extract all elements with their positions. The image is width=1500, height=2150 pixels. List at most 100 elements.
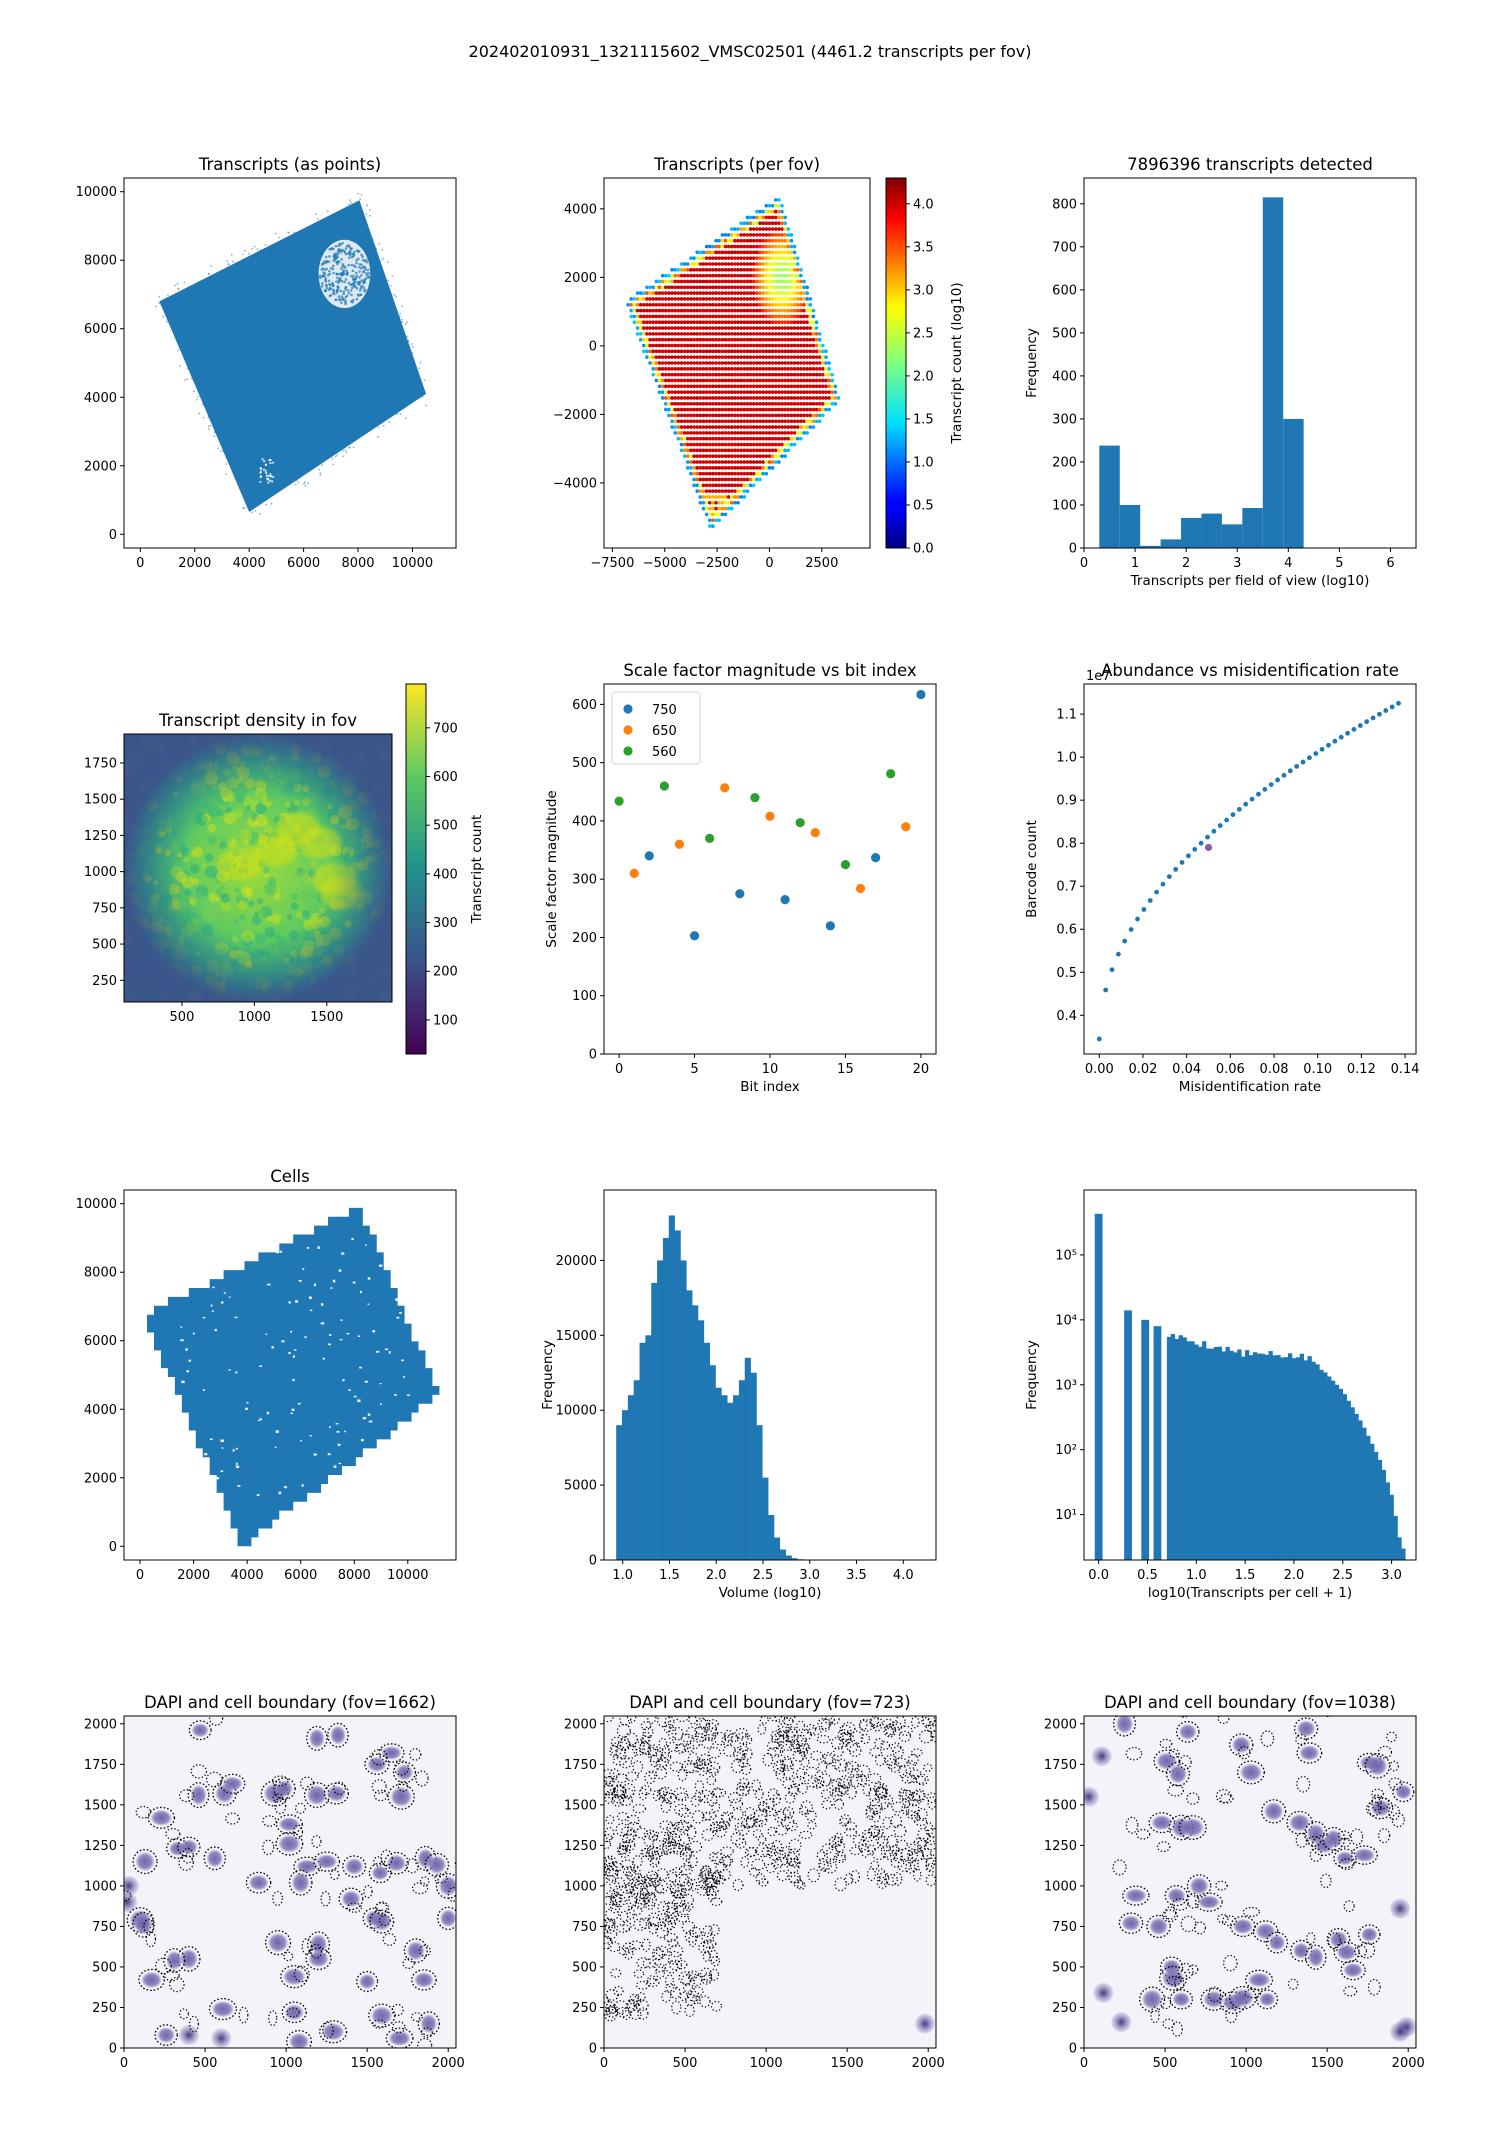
scatter-point <box>401 305 404 308</box>
dapi-nucleus <box>386 1854 406 1872</box>
fov-point <box>783 268 787 272</box>
fov-point <box>667 407 671 412</box>
dapi-1662-xtick-label: 0 <box>120 2056 128 2071</box>
cell-gap <box>202 1316 206 1319</box>
fov-point <box>767 337 772 342</box>
cell-boundary <box>272 1793 284 1803</box>
scatter-point <box>328 283 332 287</box>
fov-point <box>689 285 693 290</box>
fov-point <box>689 291 693 295</box>
fov-point <box>802 285 806 290</box>
scatter-point <box>358 289 362 292</box>
fov-point <box>704 460 709 464</box>
fov-point <box>739 233 743 237</box>
cell-boundary <box>323 1782 349 1805</box>
fov-point <box>701 349 706 354</box>
scatter-gap <box>264 469 267 472</box>
cell-boundary <box>637 2007 649 2020</box>
legend-box <box>611 691 701 765</box>
fov-point <box>817 355 822 359</box>
fov-point <box>786 361 791 365</box>
scatter-point <box>334 244 338 248</box>
fov-point <box>711 495 715 499</box>
fov-point <box>773 378 778 383</box>
fov-point <box>673 367 678 371</box>
fov-point <box>701 378 706 383</box>
fov-point <box>707 483 712 488</box>
transcripts-per-cell-bar <box>1124 1310 1132 1560</box>
fov-point <box>685 413 690 418</box>
fov-point <box>792 314 797 319</box>
volume-histogram-xtick-label: 3.5 <box>846 1568 867 1583</box>
scatter-point <box>360 253 363 257</box>
abundance-point <box>1115 951 1121 957</box>
cell-boundary <box>673 1893 686 1908</box>
fov-point <box>685 361 690 365</box>
scatter-point <box>347 281 351 285</box>
dapi-1662-plot-area <box>124 1716 456 2048</box>
fov-point <box>770 209 775 214</box>
cell-boundary <box>369 1909 395 1934</box>
fov-point <box>723 495 728 499</box>
scatter-point <box>155 305 157 308</box>
cell-boundary <box>925 1840 936 1851</box>
fov-point <box>679 279 684 284</box>
scatter-point <box>332 255 335 258</box>
fov-point <box>701 489 706 493</box>
cell-boundary <box>930 1729 936 1743</box>
fov-point <box>733 343 737 348</box>
dapi-723-plot-area <box>604 1716 936 2048</box>
fov-point <box>739 489 743 493</box>
scatter-point <box>348 446 350 449</box>
cell-boundary <box>646 1916 662 1927</box>
fov-point <box>780 314 784 319</box>
fov-point <box>704 337 709 342</box>
cell-gap <box>234 1316 238 1319</box>
cell-boundary <box>368 2003 396 2028</box>
fov-point <box>761 466 765 470</box>
fov-point <box>821 355 825 359</box>
cell-boundary <box>730 1831 745 1846</box>
cell-gap <box>357 1335 361 1338</box>
fov-point <box>682 431 687 435</box>
fov-point <box>657 343 662 348</box>
cell-boundary <box>701 1880 713 1892</box>
fov-point <box>780 233 784 237</box>
fov-point <box>767 349 772 354</box>
fov-point <box>780 209 784 214</box>
fov-point <box>682 297 687 301</box>
fov-point <box>645 337 649 342</box>
fov-point <box>748 407 753 412</box>
fov-point <box>811 349 816 354</box>
cell-boundary <box>683 1877 694 1891</box>
fov-point <box>811 337 816 342</box>
scatter-point <box>354 276 358 280</box>
fov-point <box>770 326 775 330</box>
fov-point <box>707 244 712 249</box>
scatter-point <box>342 269 346 272</box>
scatter-point <box>226 260 229 262</box>
fov-point <box>808 320 813 325</box>
cell-boundary <box>643 1877 657 1887</box>
cell-boundary <box>190 1764 208 1779</box>
fov-point <box>742 425 747 429</box>
cell-boundary <box>895 1716 906 1729</box>
fov-point <box>814 378 819 383</box>
cell-region <box>140 1207 440 1547</box>
cell-boundary <box>322 2021 334 2039</box>
fov-point <box>717 244 721 249</box>
fov-point <box>764 419 769 424</box>
fov-point <box>745 273 750 278</box>
fov-point <box>773 396 778 400</box>
fov-point <box>783 384 787 389</box>
fov-point <box>673 349 678 354</box>
cell-boundary <box>810 1750 824 1761</box>
fov-point <box>805 332 809 336</box>
fov-point <box>673 279 678 284</box>
fov-point <box>830 384 835 389</box>
fov-point <box>814 413 819 418</box>
fov-point <box>770 378 775 383</box>
fov-point <box>667 343 671 348</box>
fov-point <box>761 361 765 365</box>
transcripts-per-cell-bar <box>1287 1353 1293 1560</box>
